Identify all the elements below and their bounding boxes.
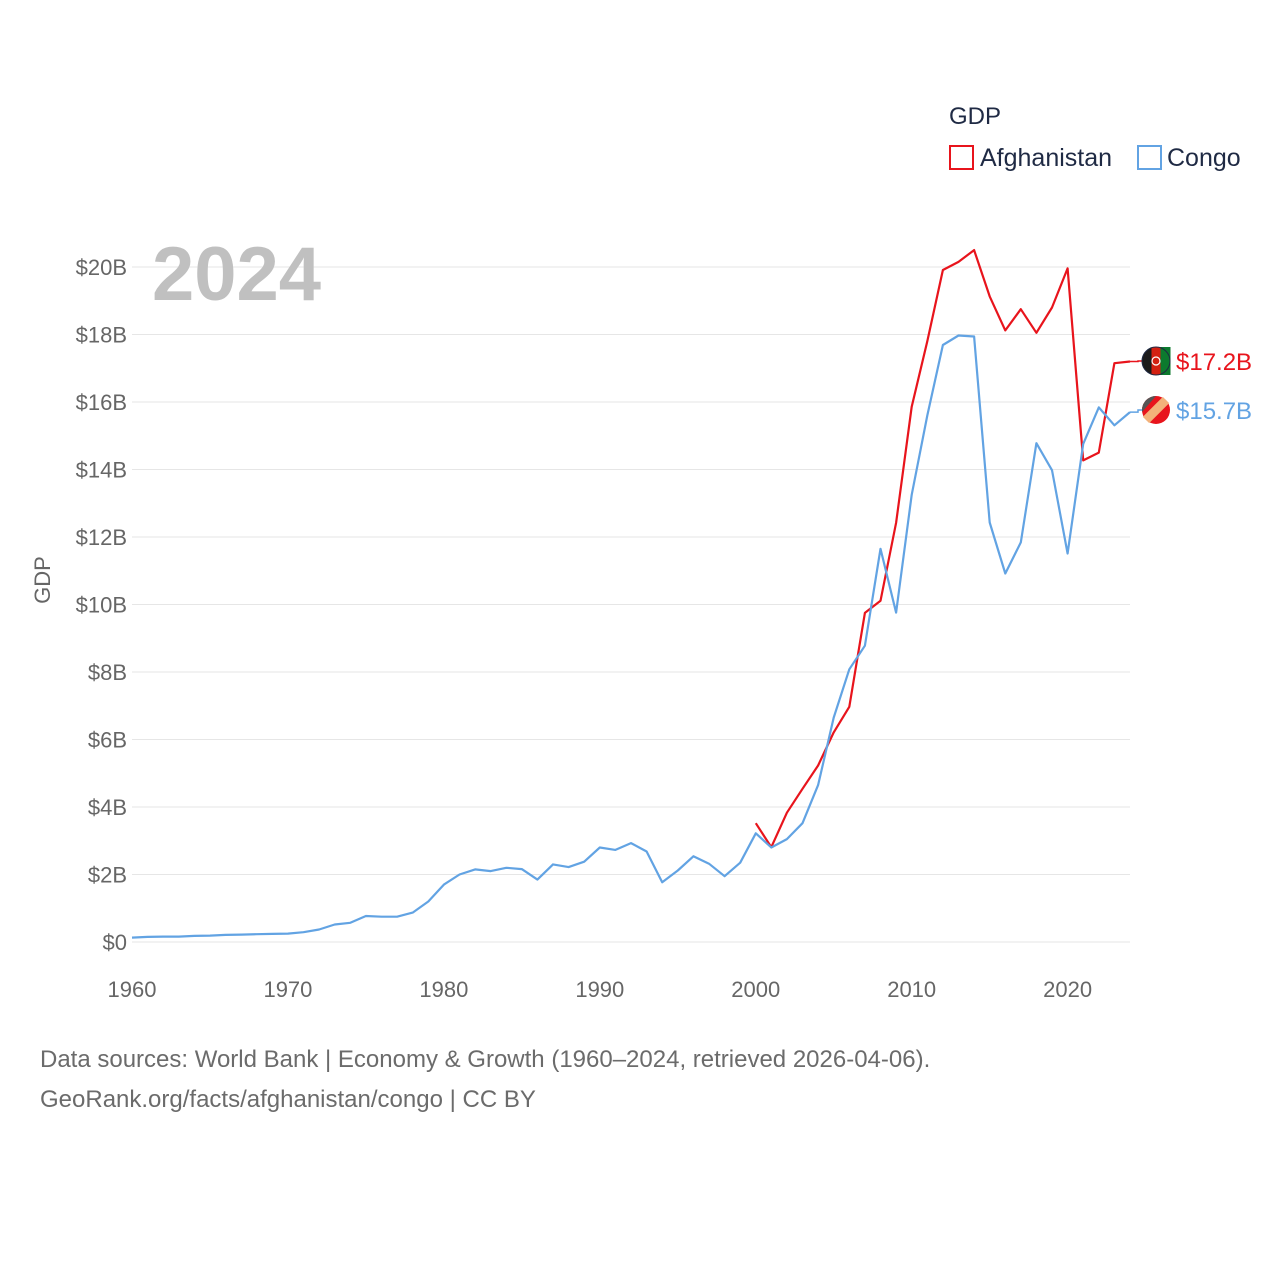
end-label-congo: $15.7B [1176, 398, 1252, 425]
afghanistan-flag-icon [1141, 346, 1171, 376]
y-tick-label: $8B [88, 660, 127, 685]
y-tick-label: $2B [88, 863, 127, 888]
x-tick-label: 1960 [108, 977, 157, 1002]
legend-item-congo[interactable]: Congo [1137, 144, 1241, 172]
legend-swatch-afghanistan [949, 145, 974, 170]
y-tick-label: $18B [76, 323, 127, 348]
legend: GDP Afghanistan Congo [949, 103, 1241, 172]
x-tick-label: 2020 [1043, 977, 1092, 1002]
y-axis-ticks: $0 $2B $4B $6B $8B $10B $12B $14B $16B $18B $20B [76, 255, 127, 955]
x-tick-label: 1990 [575, 977, 624, 1002]
x-tick-label: 2000 [731, 977, 780, 1002]
series-lines [131, 249, 1131, 939]
y-tick-label: $0 [103, 930, 127, 955]
legend-label-afghanistan: Afghanistan [980, 144, 1112, 172]
legend-title: GDP [949, 103, 1001, 130]
y-tick-label: $12B [76, 525, 127, 550]
x-tick-label: 2010 [887, 977, 936, 1002]
end-label-connector [1130, 360, 1142, 363]
series-line-congo[interactable] [131, 334, 1131, 939]
end-label-afghanistan: $17.2B [1176, 349, 1252, 376]
congo-flag-icon [1142, 396, 1170, 424]
x-tick-label: 1970 [263, 977, 312, 1002]
data-sources-note: Data sources: World Bank | Economy & Gro… [40, 1046, 931, 1073]
legend-label-congo: Congo [1167, 144, 1241, 172]
y-tick-label: $10B [76, 593, 127, 618]
y-tick-label: $6B [88, 728, 127, 753]
end-labels: $17.2B $15.7B [1130, 346, 1252, 425]
series-line-afghanistan[interactable] [754, 249, 1131, 849]
legend-item-afghanistan[interactable]: Afghanistan [949, 144, 1112, 172]
x-axis-ticks: 1960 1970 1980 1990 2000 2010 2020 [108, 977, 1093, 1002]
grid-lines [132, 266, 1130, 943]
footer: Data sources: World Bank | Economy & Gro… [40, 1040, 930, 1120]
end-label-connector [1130, 409, 1142, 413]
attribution-link[interactable]: GeoRank.org/facts/afghanistan/congo | CC… [40, 1086, 536, 1113]
y-tick-label: $20B [76, 255, 127, 280]
y-tick-label: $14B [76, 458, 127, 483]
y-tick-label: $4B [88, 795, 127, 820]
y-tick-label: $16B [76, 390, 127, 415]
y-axis-label: GDP [30, 556, 55, 604]
current-year-label: 2024 [152, 232, 321, 317]
x-tick-label: 1980 [419, 977, 468, 1002]
legend-swatch-congo [1137, 145, 1162, 170]
